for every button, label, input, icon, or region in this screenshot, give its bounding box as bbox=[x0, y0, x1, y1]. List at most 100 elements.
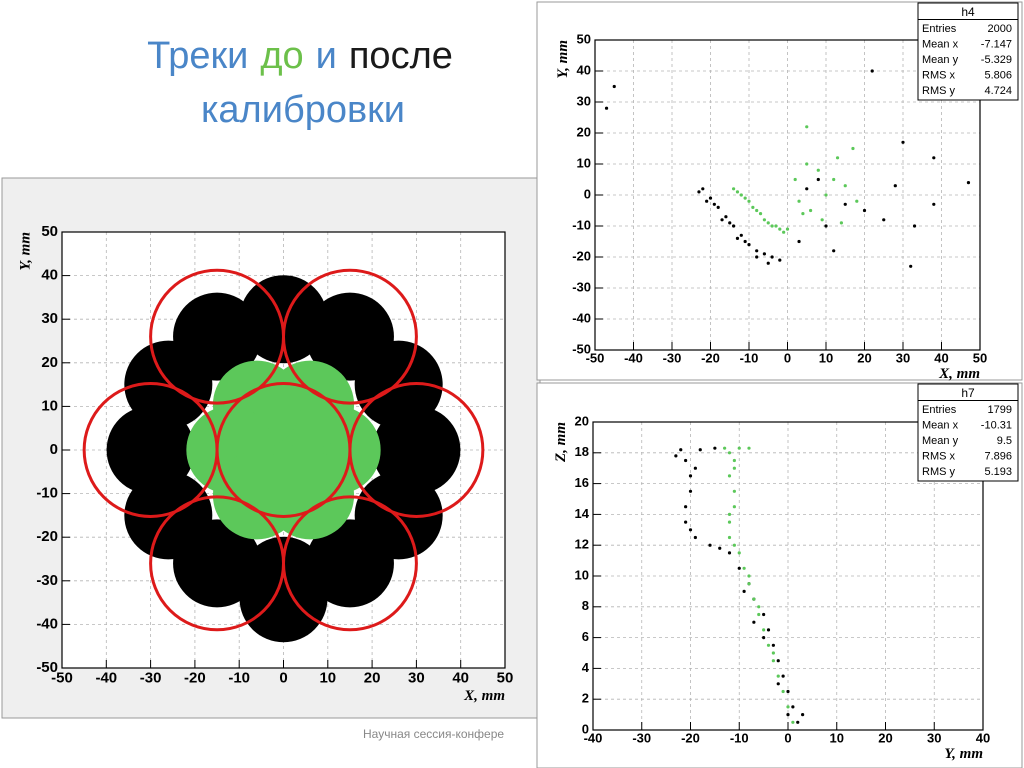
point bbox=[743, 239, 747, 244]
point bbox=[742, 566, 746, 570]
x-tick-label: -30 bbox=[632, 731, 651, 746]
point bbox=[755, 255, 759, 259]
stats-label: Mean x bbox=[922, 420, 959, 432]
x-tick-label: 0 bbox=[784, 351, 791, 366]
point bbox=[776, 674, 780, 678]
y-tick-label: 10 bbox=[575, 567, 589, 582]
y-tick-label: 0 bbox=[50, 441, 58, 458]
slide-title: Треки до и после bbox=[147, 35, 453, 77]
point bbox=[786, 705, 790, 709]
point bbox=[816, 177, 820, 182]
point bbox=[862, 208, 867, 213]
y-tick-label: 30 bbox=[577, 93, 591, 108]
point bbox=[832, 177, 836, 182]
point bbox=[932, 202, 936, 206]
point bbox=[843, 202, 847, 206]
point bbox=[732, 505, 736, 509]
point bbox=[747, 243, 751, 247]
stats-label: Mean y bbox=[922, 435, 959, 447]
point bbox=[739, 193, 743, 197]
point bbox=[732, 489, 736, 493]
x-tick-label: -20 bbox=[184, 669, 206, 686]
title-word: Треки bbox=[147, 35, 248, 77]
y-tick-label: 50 bbox=[41, 223, 58, 240]
point bbox=[870, 69, 874, 73]
x-axis-title: X, mm bbox=[463, 688, 505, 704]
point bbox=[832, 249, 836, 253]
point bbox=[805, 187, 809, 191]
point bbox=[776, 659, 780, 663]
point bbox=[809, 208, 813, 213]
x-tick-label: 10 bbox=[319, 669, 336, 686]
stats-value: -10.31 bbox=[981, 420, 1012, 432]
point bbox=[791, 720, 795, 724]
point bbox=[912, 224, 917, 228]
y-tick-label: -20 bbox=[572, 248, 591, 263]
x-tick-label: 10 bbox=[819, 351, 833, 366]
stats-value: 2000 bbox=[988, 23, 1012, 35]
y-tick-label: -10 bbox=[36, 485, 58, 502]
stats-value: 1799 bbox=[988, 404, 1012, 416]
stats-value: 4.724 bbox=[984, 85, 1012, 97]
point bbox=[909, 264, 913, 268]
x-tick-label: -40 bbox=[95, 669, 117, 686]
point bbox=[732, 466, 736, 470]
stats-value: -5.329 bbox=[981, 54, 1012, 66]
x-tick-label: 30 bbox=[896, 351, 910, 366]
point bbox=[805, 125, 809, 129]
x-tick-label: -50 bbox=[51, 669, 73, 686]
point bbox=[266, 451, 355, 540]
point bbox=[604, 106, 609, 110]
point bbox=[774, 224, 778, 228]
x-axis-title: Y, mm bbox=[944, 746, 983, 762]
point bbox=[785, 227, 790, 231]
x-tick-label: 0 bbox=[279, 669, 287, 686]
y-tick-label: 20 bbox=[575, 413, 589, 428]
y-tick-label: 10 bbox=[41, 397, 58, 414]
stats-title: h4 bbox=[961, 5, 975, 19]
point bbox=[758, 212, 763, 216]
point bbox=[732, 458, 736, 463]
plot-frame bbox=[592, 421, 984, 731]
region-circle bbox=[282, 495, 418, 632]
point bbox=[835, 156, 840, 160]
stats-label: RMS x bbox=[922, 70, 956, 82]
point bbox=[173, 519, 262, 608]
point bbox=[801, 212, 805, 216]
point bbox=[805, 162, 809, 166]
x-tick-label: 40 bbox=[976, 731, 990, 746]
point bbox=[747, 199, 751, 203]
point bbox=[693, 535, 697, 540]
point bbox=[705, 199, 709, 203]
point bbox=[824, 224, 828, 228]
point bbox=[771, 643, 775, 647]
point bbox=[770, 224, 774, 228]
point bbox=[793, 177, 797, 182]
stats-value: 5.193 bbox=[984, 466, 1012, 478]
point bbox=[239, 554, 328, 643]
y-tick-label: -50 bbox=[36, 659, 58, 676]
x-tick-label: 0 bbox=[784, 731, 791, 746]
point bbox=[770, 255, 774, 259]
point bbox=[720, 218, 724, 222]
point bbox=[674, 454, 678, 458]
point bbox=[786, 689, 790, 694]
region-circle bbox=[82, 382, 219, 518]
point bbox=[727, 551, 732, 555]
plot-frame bbox=[594, 39, 981, 351]
point bbox=[684, 505, 688, 509]
point bbox=[716, 205, 720, 209]
y-tick-label: 0 bbox=[582, 721, 589, 736]
point bbox=[688, 474, 693, 478]
stats-value: 5.806 bbox=[984, 70, 1012, 82]
stats-value: 9.5 bbox=[997, 435, 1012, 447]
x-axis-title: X, mm bbox=[938, 366, 980, 382]
point bbox=[728, 221, 732, 225]
y-tick-label: 18 bbox=[575, 444, 589, 459]
y-tick-label: 40 bbox=[577, 62, 591, 77]
x-tick-label: -20 bbox=[681, 731, 700, 746]
point bbox=[737, 446, 741, 450]
title-word: после bbox=[349, 35, 453, 77]
title-word: до bbox=[260, 35, 303, 77]
point bbox=[747, 582, 751, 586]
